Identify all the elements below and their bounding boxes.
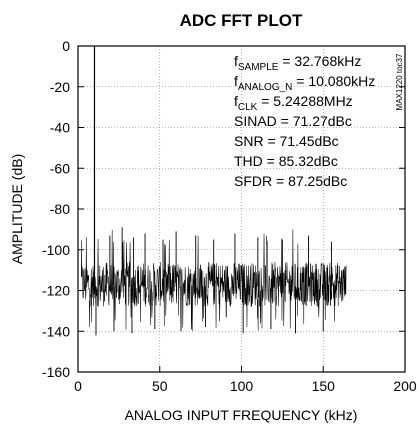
x-tick-label: 50 (152, 378, 168, 394)
annotation-line: THD = 85.32dBc (234, 153, 338, 169)
y-tick-label: -80 (50, 201, 70, 217)
y-tick-label: -60 (50, 160, 70, 176)
y-tick-label: -140 (42, 323, 70, 339)
figure-id: MAX1220 toc37 (395, 53, 404, 110)
x-tick-label: 150 (312, 378, 336, 394)
noise-trace (80, 229, 347, 332)
annotation-line: SFDR = 87.25dBc (234, 173, 347, 189)
y-tick-label: -120 (42, 283, 70, 299)
annotation-line: SNR = 71.45dBc (234, 133, 339, 149)
chart-title: ADC FFT PLOT (180, 11, 303, 30)
x-tick-label: 0 (74, 378, 82, 394)
y-tick-label: -20 (50, 79, 70, 95)
y-tick-label: -160 (42, 364, 70, 380)
annotation-line: fSAMPLE = 32.768kHz (234, 53, 361, 73)
y-tick-label: -100 (42, 242, 70, 258)
grid (78, 46, 405, 372)
x-tick-label: 100 (230, 378, 254, 394)
annotation-line: SINAD = 71.27dBc (234, 113, 352, 129)
y-tick-label: -40 (50, 120, 70, 136)
annotation-line: fCLK = 5.24288MHz (234, 93, 353, 113)
annotation-line: fANALOG_N = 10.080kHz (234, 73, 375, 93)
y-axis-label: AMPLITUDE (dB) (9, 154, 25, 264)
noise-floor (80, 229, 347, 332)
x-tick-label: 200 (393, 378, 417, 394)
y-tick-label: 0 (62, 38, 70, 54)
spectrum-marks (93, 46, 332, 336)
x-axis-label: ANALOG INPUT FREQUENCY (kHz) (125, 407, 358, 423)
